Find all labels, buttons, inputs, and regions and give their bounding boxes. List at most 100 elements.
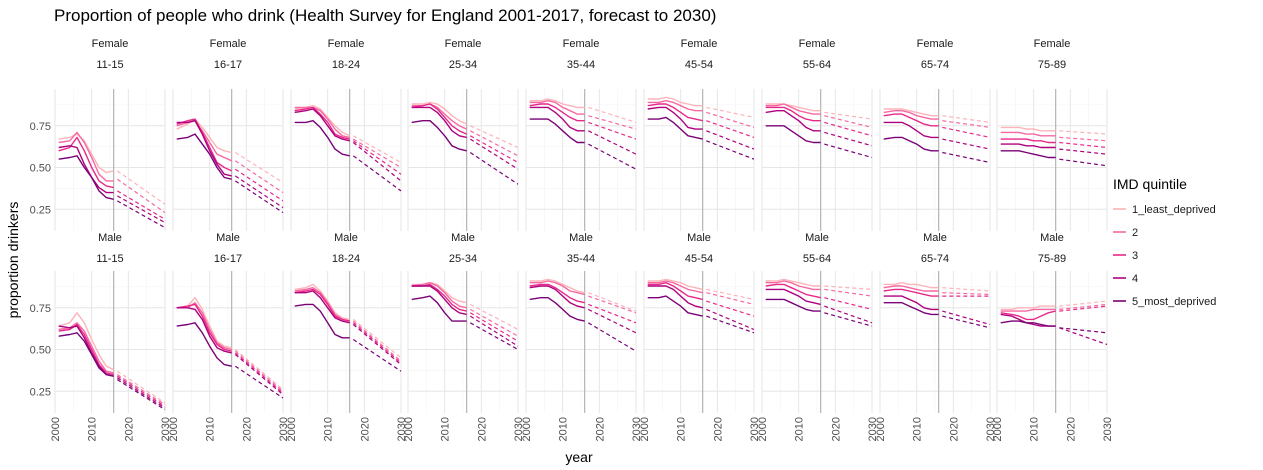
series-line-forecast-1_least_deprived xyxy=(588,106,637,123)
series-line-observed-1_least_deprived xyxy=(765,103,821,112)
series-line-observed-3 xyxy=(765,283,821,299)
series-line-forecast-5_most_deprived xyxy=(942,315,991,329)
series-line-observed-5_most_deprived xyxy=(883,302,939,316)
series-line-forecast-1_least_deprived xyxy=(234,349,284,391)
series-line-observed-5_most_deprived xyxy=(529,297,585,322)
series-line-observed-5_most_deprived xyxy=(176,322,232,367)
series-line-forecast-2 xyxy=(234,350,284,392)
panel-male-18-24: Male 18-24 2000 2010 2020 2030 xyxy=(286,232,408,441)
legend-label-5_most_deprived: 5_most_deprived xyxy=(1132,296,1216,308)
panel-female-16-17: Female 16-17 xyxy=(172,38,284,231)
series-line-observed-4 xyxy=(529,106,585,132)
series-line-forecast-3 xyxy=(470,135,519,164)
series-line-forecast-2 xyxy=(116,178,166,214)
panel-female-35-44: Female 35-44 xyxy=(525,38,637,231)
series-line-forecast-5_most_deprived xyxy=(587,322,637,352)
series-line-observed-4 xyxy=(176,307,232,354)
y-tick-label: 0.25 xyxy=(30,386,51,398)
series-line-forecast-4 xyxy=(706,130,755,150)
x-tick-label: 2010 xyxy=(205,417,217,441)
series-line-forecast-2 xyxy=(706,292,755,305)
series-line-observed-5_most_deprived xyxy=(647,116,703,140)
series-line-observed-2 xyxy=(58,131,114,182)
series-line-observed-5_most_deprived xyxy=(765,298,821,312)
series-line-forecast-5_most_deprived xyxy=(234,365,284,399)
series-line-forecast-2 xyxy=(116,374,166,406)
strip-label-sex: Male xyxy=(451,232,475,244)
series-line-forecast-1_least_deprived xyxy=(352,318,402,359)
series-line-observed-1_least_deprived xyxy=(765,278,821,287)
x-tick-label: 2000 xyxy=(757,417,769,441)
series-line-observed-4 xyxy=(294,108,350,142)
panel-male-35-44: Male 35-44 2000 2010 2020 2030 xyxy=(521,232,643,441)
x-tick-label: 2000 xyxy=(639,417,651,441)
series-line-forecast-5_most_deprived xyxy=(942,151,991,164)
series-line-forecast-3 xyxy=(234,168,284,202)
series-line-observed-1_least_deprived xyxy=(883,282,939,289)
y-tick-label: 0.50 xyxy=(30,163,51,175)
strip-label-age: 65-74 xyxy=(921,253,949,265)
series-line-observed-2 xyxy=(1000,131,1056,137)
x-tick-label: 2020 xyxy=(1065,417,1077,441)
x-tick-label: 2030 xyxy=(160,417,172,441)
strip-label-age: 18-24 xyxy=(332,59,360,71)
panel-male-45-54: Male 45-54 2000 2010 2020 2030 xyxy=(639,232,761,441)
strip-label-age: 16-17 xyxy=(214,59,242,71)
series-line-forecast-3 xyxy=(1059,141,1108,149)
series-line-forecast-4 xyxy=(116,377,166,409)
series-line-observed-4 xyxy=(883,121,939,139)
series-line-forecast-4 xyxy=(824,131,873,147)
series-line-observed-1_least_deprived xyxy=(58,312,114,371)
series-line-forecast-2 xyxy=(1059,303,1108,310)
series-line-observed-2 xyxy=(411,282,467,309)
series-line-forecast-1_least_deprived xyxy=(824,111,873,120)
series-line-forecast-3 xyxy=(352,322,402,364)
series-line-observed-1_least_deprived xyxy=(883,108,939,117)
series-line-observed-2 xyxy=(883,285,939,292)
series-line-observed-5_most_deprived xyxy=(58,155,114,200)
series-line-observed-4 xyxy=(765,109,821,132)
panel-male-11-15: Male 11-15 0.25 0.50 0.75 2000 2010 2020 2030 xyxy=(30,232,172,441)
series-line-observed-3 xyxy=(411,103,467,135)
series-line-observed-2 xyxy=(529,280,585,296)
strip-label-age: 65-74 xyxy=(921,59,949,71)
series-line-observed-2 xyxy=(1000,308,1056,312)
series-line-observed-3 xyxy=(647,282,703,301)
series-line-forecast-4 xyxy=(352,142,402,182)
x-tick-label: 2000 xyxy=(403,417,415,441)
series-line-observed-4 xyxy=(883,295,939,311)
x-tick-label: 2020 xyxy=(123,417,135,441)
series-line-observed-1_least_deprived xyxy=(58,133,114,174)
series-line-forecast-1_least_deprived xyxy=(234,151,284,184)
series-line-observed-2 xyxy=(647,99,703,112)
series-line-forecast-3 xyxy=(824,121,873,137)
series-line-observed-5_most_deprived xyxy=(647,295,703,317)
y-tick-label: 0.75 xyxy=(30,121,51,133)
series-line-forecast-4 xyxy=(588,130,637,155)
series-line-forecast-2 xyxy=(470,308,519,337)
strip-label-age: 55-64 xyxy=(803,59,831,71)
panel-female-65-74: Female 65-74 xyxy=(879,38,991,231)
series-line-observed-5_most_deprived xyxy=(294,303,350,339)
series-line-forecast-4 xyxy=(706,308,755,331)
series-line-observed-3 xyxy=(58,323,114,376)
x-tick-label: 2020 xyxy=(241,417,253,441)
strip-label-age: 45-54 xyxy=(685,253,713,265)
series-line-observed-1_least_deprived xyxy=(1000,126,1056,132)
series-line-forecast-4 xyxy=(824,305,873,324)
panel-male-55-64: Male 55-64 2000 2010 2020 2030 xyxy=(757,232,879,441)
panel-female-18-24: Female 18-24 xyxy=(290,38,402,231)
series-line-observed-2 xyxy=(647,280,703,294)
legend-label-4: 4 xyxy=(1132,273,1138,285)
x-tick-label: 2010 xyxy=(558,417,570,441)
series-line-observed-1_least_deprived xyxy=(1000,305,1056,311)
series-line-forecast-4 xyxy=(234,354,284,396)
series-line-forecast-5_most_deprived xyxy=(469,152,519,185)
series-line-forecast-1_least_deprived xyxy=(824,285,873,290)
series-line-observed-2 xyxy=(529,99,585,115)
series-line-forecast-3 xyxy=(116,375,166,407)
series-line-forecast-1_least_deprived xyxy=(706,106,755,118)
strip-label-sex: Male xyxy=(216,232,240,244)
strip-label-sex: Female xyxy=(681,38,718,50)
series-line-observed-3 xyxy=(647,103,703,122)
